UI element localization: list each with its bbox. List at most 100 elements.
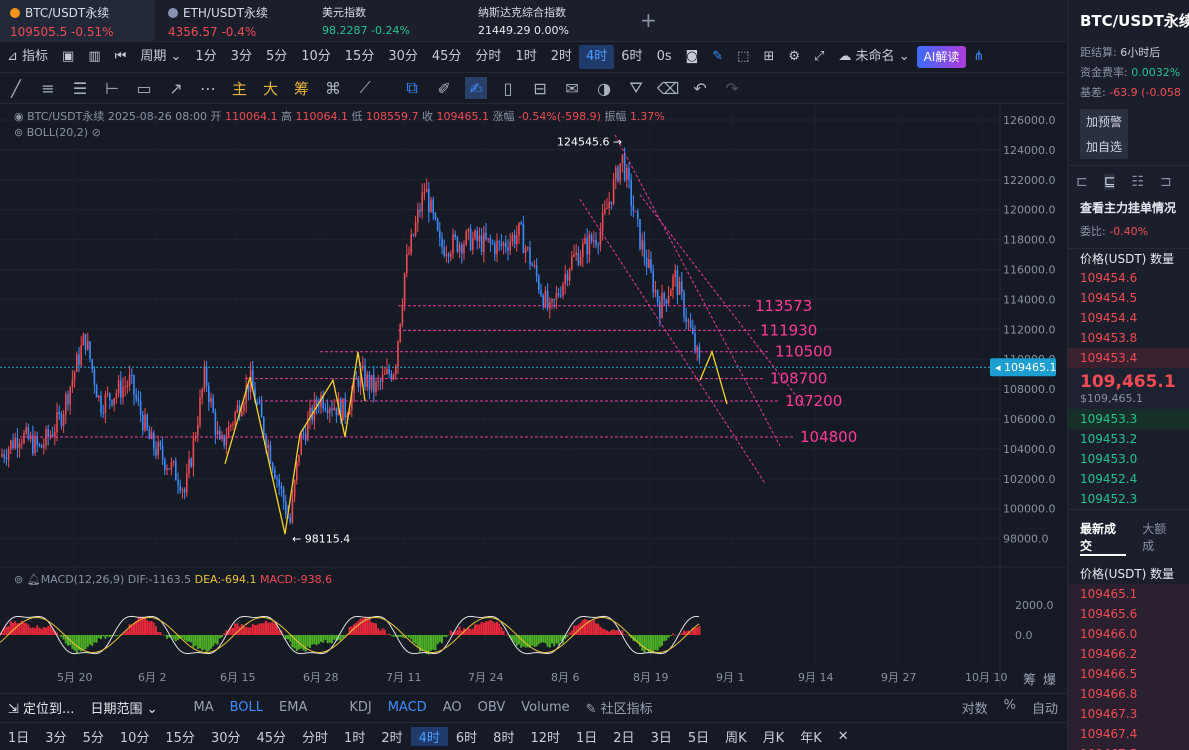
chip-toggle[interactable]: 筹	[294, 79, 310, 98]
interval-3[interactable]: 10分	[301, 49, 331, 64]
main-orders-link[interactable]: 查看主力挂单情况	[1080, 201, 1177, 215]
interval-8[interactable]: 1时	[515, 49, 537, 64]
timeframe-5[interactable]: 30分	[210, 731, 241, 746]
tab-eth[interactable]: ETH/USDT永续 4356.57 -0.4%	[158, 0, 308, 42]
bid-row[interactable]: 109453.3	[1068, 409, 1189, 429]
line-tool-icon[interactable]: ╱	[11, 78, 21, 98]
orderbook-more-icon[interactable]: ⊐	[1160, 174, 1172, 190]
timeframe-17[interactable]: 5日	[687, 731, 710, 746]
bid-row[interactable]: 109452.4	[1080, 472, 1138, 486]
interval-4[interactable]: 15分	[344, 49, 375, 64]
pen-icon[interactable]: ✐	[437, 78, 451, 98]
community-indicator-button[interactable]: ✎ 社区指标	[578, 698, 661, 717]
interval-9[interactable]: 2时	[550, 49, 572, 64]
more-icon[interactable]: ⋯	[200, 78, 216, 98]
timeframe-3[interactable]: 10分	[119, 731, 150, 746]
ruler-icon[interactable]: ⟋	[359, 78, 371, 97]
timeframe-15[interactable]: 2日	[613, 731, 635, 746]
settings-icon[interactable]: ⚙	[788, 49, 800, 64]
date-range-dropdown[interactable]: 日期范围 ⌄	[90, 702, 158, 717]
main-toggle[interactable]: 主	[232, 79, 248, 98]
interval-0[interactable]: 1分	[195, 49, 217, 64]
timeframe-8[interactable]: 1时	[344, 731, 366, 746]
tab-nasdaq[interactable]: 纳斯达克综合指数 21449.29 0.00%	[468, 0, 628, 42]
indicator-obv[interactable]: OBV	[477, 700, 506, 715]
timeframe-1[interactable]: 3分	[45, 731, 67, 746]
tab-btc[interactable]: BTC/USDT永续 109505.5 -0.51%	[0, 0, 155, 42]
ai-button[interactable]: AI解读	[916, 46, 967, 68]
interval-11[interactable]: 6时	[621, 49, 643, 64]
calendar-icon[interactable]: ▣	[62, 49, 75, 64]
timeframe-2[interactable]: 5分	[82, 731, 104, 746]
percent-toggle[interactable]: %	[1003, 698, 1016, 713]
indicator-button[interactable]: ⊿ 指标	[0, 45, 55, 69]
indicator-ao[interactable]: AO	[442, 700, 462, 715]
indicator-kdj[interactable]: KDJ	[349, 700, 372, 715]
interval-1[interactable]: 3分	[230, 49, 252, 64]
indicator-ma[interactable]: MA	[193, 700, 214, 715]
timeframe-0[interactable]: 1日	[8, 731, 30, 746]
ask-row[interactable]: 109454.5	[1080, 291, 1138, 305]
bid-row[interactable]: 109453.2	[1080, 432, 1138, 446]
ask-row[interactable]: 109453.8	[1080, 331, 1138, 345]
redo-icon[interactable]: ↷	[725, 78, 739, 98]
big-toggle[interactable]: 大	[263, 79, 279, 98]
lock-icon[interactable]: ⊟	[533, 78, 547, 98]
orderbook-both-icon[interactable]: ⊏	[1076, 174, 1088, 190]
fullscreen-icon[interactable]: ⬚	[737, 49, 750, 64]
price-chart[interactable]: 126000.0 124000.0 122000.0 120000.0 118000.0…	[0, 105, 1066, 690]
brush-icon[interactable]: ✍	[465, 77, 488, 99]
timeframe-9[interactable]: 2时	[381, 731, 403, 746]
undo-icon[interactable]: ↶	[693, 78, 707, 98]
timeframe-13[interactable]: 12时	[530, 731, 560, 746]
note-icon[interactable]: ✉	[565, 78, 579, 98]
indicator-ema[interactable]: EMA	[279, 700, 308, 715]
tab-big-trades[interactable]: 大额成	[1142, 522, 1167, 553]
ask-row[interactable]: 109454.6	[1080, 271, 1138, 285]
magnet-icon[interactable]: ⌘	[325, 78, 342, 98]
timeframe-20[interactable]: 年K	[800, 731, 822, 746]
hray-tool-icon[interactable]: ⊢	[105, 78, 119, 98]
tab-latest-trades[interactable]: 最新成交	[1080, 520, 1127, 556]
burst-button[interactable]: 爆	[1043, 673, 1057, 688]
boll-info[interactable]: ⊚ BOLL(20,2) ⊘	[14, 126, 101, 139]
timeframe-12[interactable]: 8时	[493, 731, 515, 746]
bookmark-icon[interactable]: ⧉	[406, 78, 418, 97]
indicator-boll[interactable]: BOLL	[229, 700, 264, 715]
interval-7[interactable]: 分时	[475, 49, 502, 64]
interval-5[interactable]: 30分	[388, 49, 418, 64]
hline-tool-icon[interactable]: ≡	[41, 78, 55, 98]
trash-icon[interactable]: ⌫	[656, 78, 680, 98]
channel-tool-icon[interactable]: ☰	[72, 78, 88, 98]
timeframe-14[interactable]: 1日	[576, 731, 598, 746]
chip-button[interactable]: 筹	[1023, 673, 1037, 688]
orderbook-bid-icon[interactable]: ☷	[1131, 174, 1145, 190]
log-toggle[interactable]: 对数	[961, 702, 988, 717]
arrow-tool-icon[interactable]: ↗	[169, 78, 183, 98]
locate-button[interactable]: ⇲ 定位到...	[0, 698, 82, 717]
indicator-volume[interactable]: Volume	[521, 700, 570, 715]
tab-dxy[interactable]: 美元指数 98.2287 -0.24%	[312, 0, 462, 42]
camera-icon[interactable]: ◙	[685, 49, 699, 64]
timeframe-19[interactable]: 月K	[762, 731, 785, 746]
timeframe-4[interactable]: 15分	[165, 731, 195, 746]
candle-icon[interactable]: ▯	[503, 78, 513, 98]
indicator-macd[interactable]: MACD	[387, 700, 427, 715]
share-icon[interactable]: ⋔	[973, 49, 985, 64]
orderbook-ask-icon[interactable]: ⊑	[1103, 174, 1116, 190]
bid-row[interactable]: 109453.0	[1080, 452, 1138, 466]
auto-toggle[interactable]: 自动	[1031, 702, 1058, 717]
timeframe-10[interactable]: 4时	[410, 727, 448, 746]
expand-icon[interactable]: ⤢	[814, 49, 825, 64]
add-tab-button[interactable]: +	[640, 8, 657, 32]
grid-icon[interactable]: ⊞	[763, 49, 775, 64]
ask-row[interactable]: 109453.4	[1068, 348, 1189, 368]
timeframe-6[interactable]: 45分	[256, 731, 287, 746]
timeframe-16[interactable]: 3日	[650, 731, 672, 746]
layout-icon[interactable]: ▥	[88, 49, 101, 64]
zero-s-button[interactable]: 0s	[656, 49, 672, 64]
interval-10[interactable]: 4时	[579, 45, 615, 69]
filter-icon[interactable]: ⛛	[629, 78, 643, 97]
timeframe-18[interactable]: 周K	[725, 731, 747, 746]
period-dropdown[interactable]: 周期 ⌄	[140, 49, 182, 64]
